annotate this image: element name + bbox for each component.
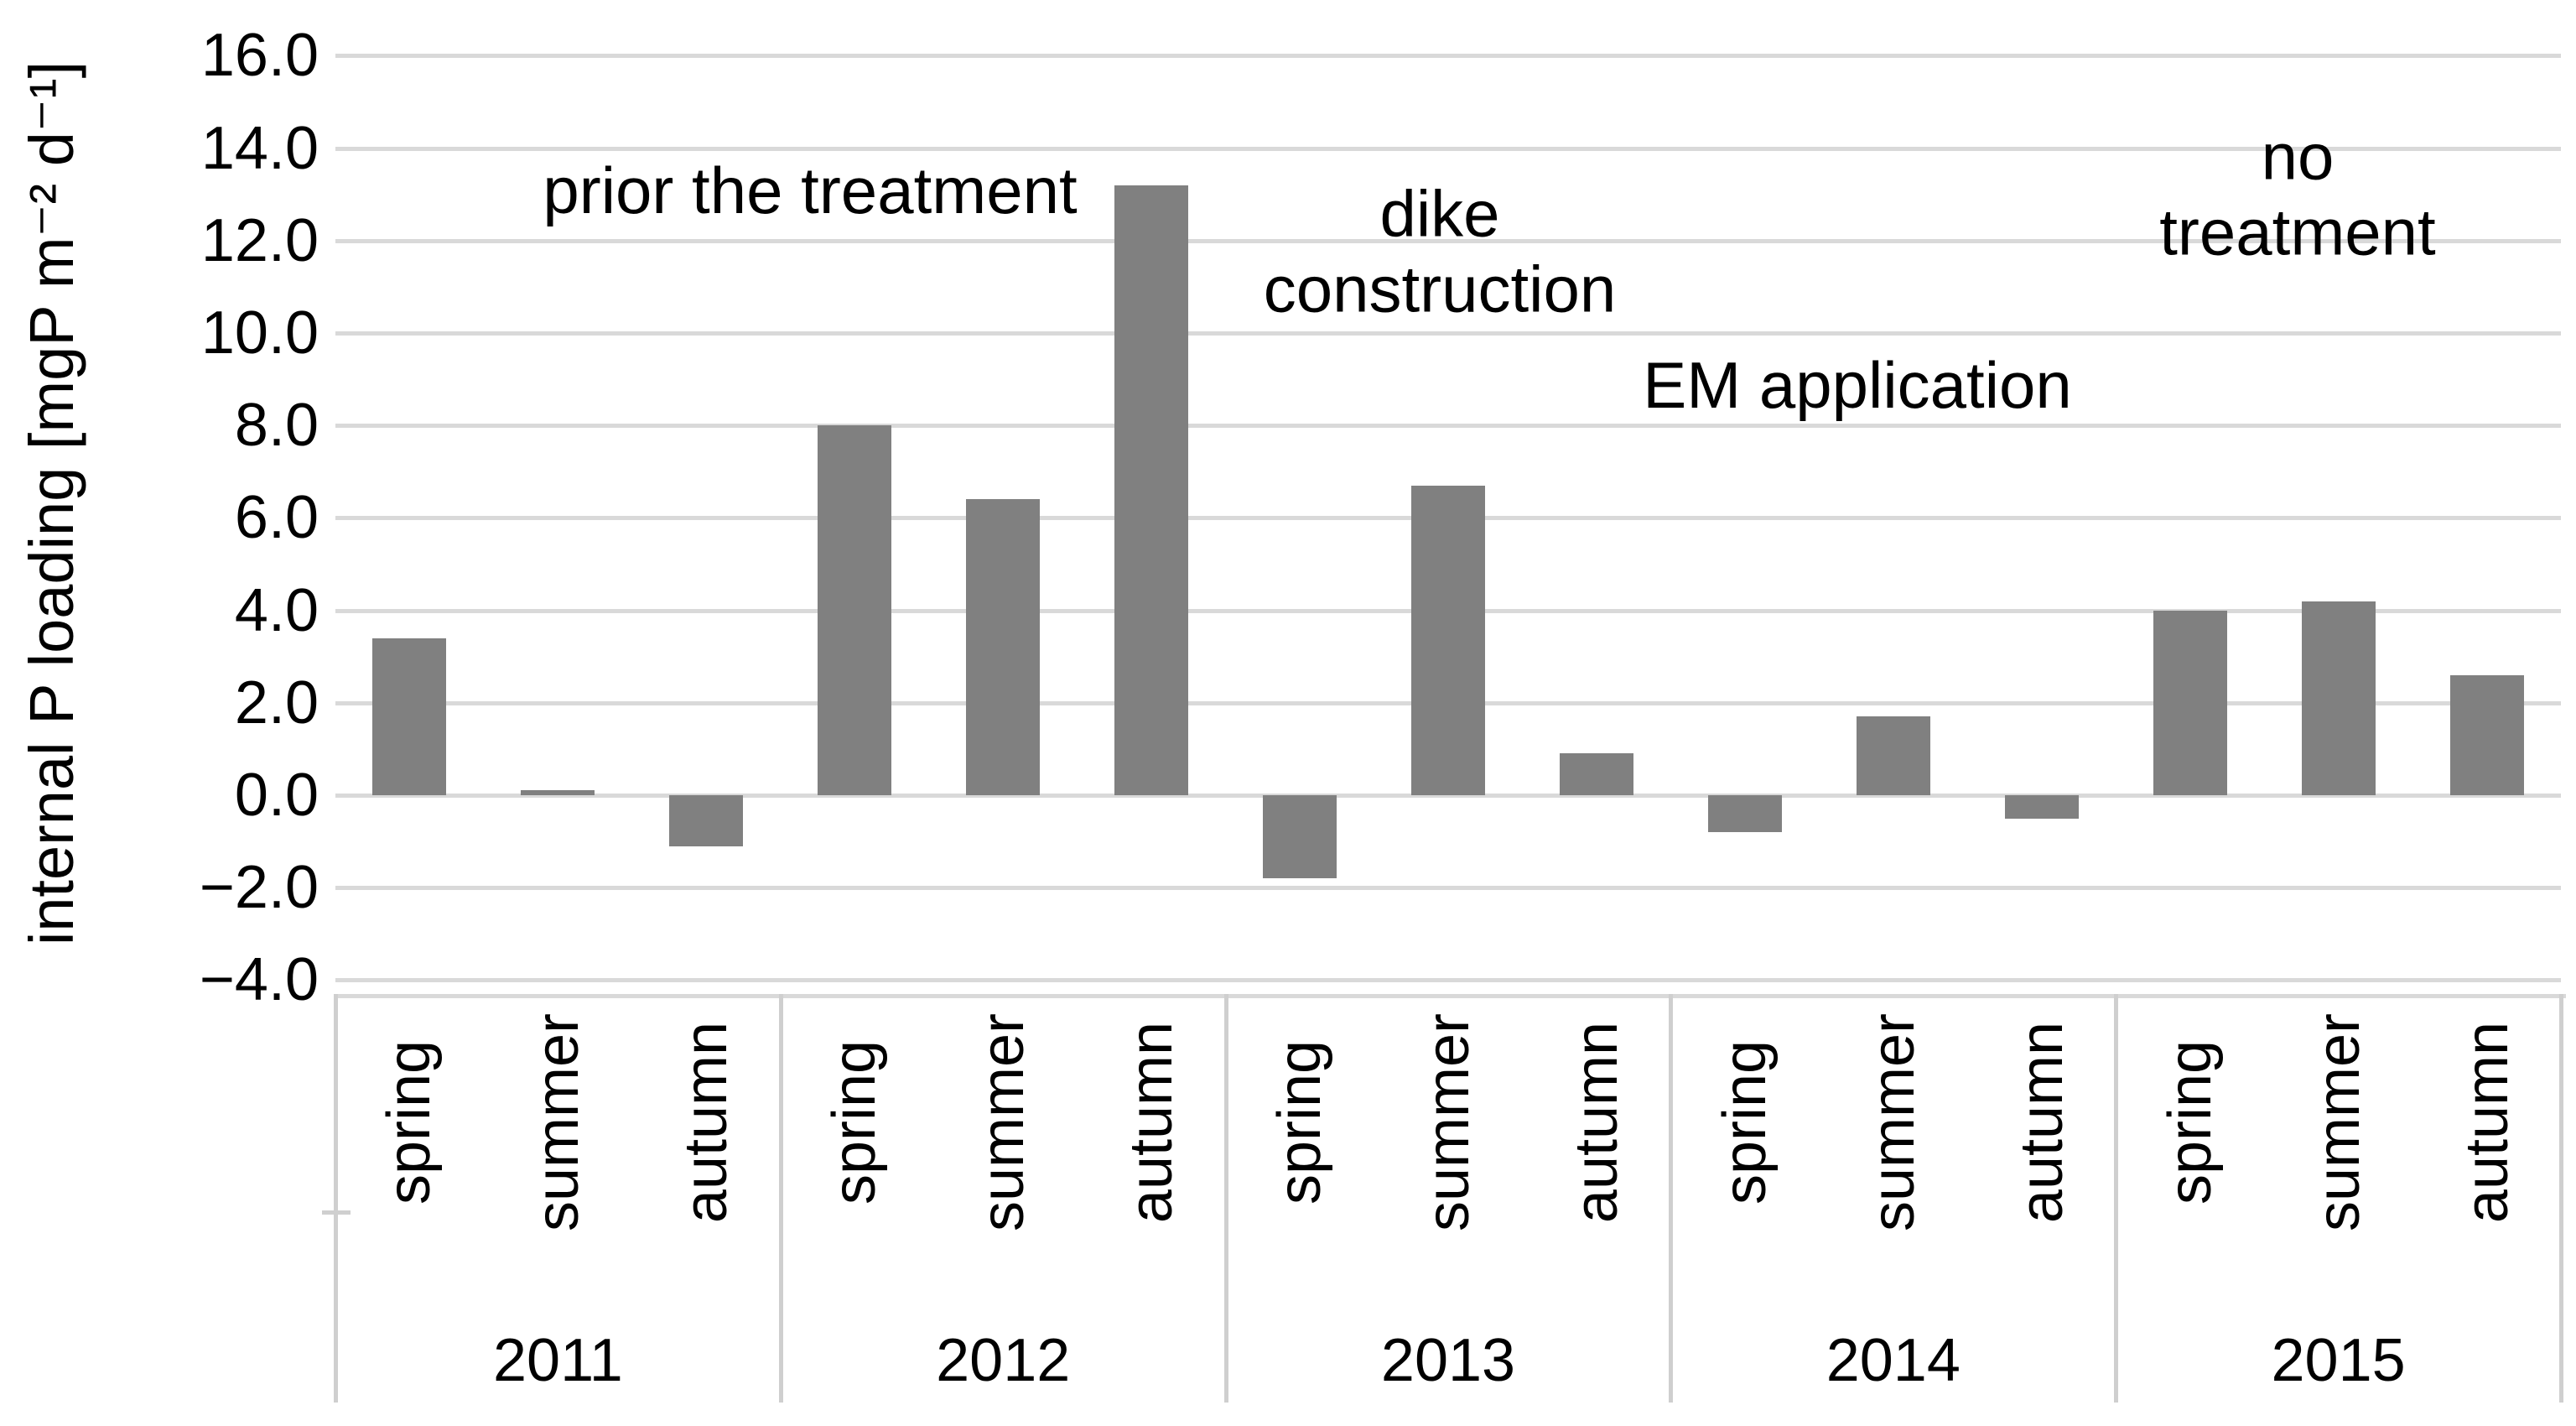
season-label: spring (1266, 1039, 1334, 1205)
season-label: summer (969, 1012, 1037, 1232)
bar-2012-summer (966, 499, 1041, 795)
gridline (335, 146, 2561, 151)
gridline (335, 331, 2561, 336)
season-label: spring (376, 1039, 444, 1205)
year-label: 2014 (1826, 1327, 1961, 1394)
bar-2012-autumn (1114, 185, 1189, 795)
season-label: summer (524, 1012, 592, 1232)
year-group-divider (1223, 994, 1228, 1403)
y-tick-label: 16.0 (200, 22, 319, 90)
bar-2011-autumn (669, 795, 744, 846)
year-label: 2013 (1380, 1327, 1516, 1394)
x-axis-line (335, 994, 2566, 998)
season-label: autumn (2007, 1021, 2075, 1224)
y-tick-label: 8.0 (234, 392, 319, 460)
year-group-divider (334, 994, 338, 1403)
annotation: EM application (1643, 348, 2072, 423)
bar-2014-summer (1856, 716, 1930, 795)
annotation: dike construction (1263, 176, 1617, 325)
annotation: no treatment (2159, 119, 2436, 268)
season-label: autumn (1562, 1021, 1630, 1224)
gridline (335, 424, 2561, 429)
season-label: autumn (2453, 1021, 2521, 1224)
bar-2015-spring (2153, 610, 2227, 795)
bar-2012-spring (818, 425, 892, 795)
year-label: 2011 (492, 1327, 623, 1394)
y-tick-label: 4.0 (234, 576, 319, 644)
season-label: spring (821, 1039, 889, 1205)
season-label: summer (1859, 1012, 1927, 1232)
year-group-divider (1669, 994, 1674, 1403)
gridline (335, 794, 2561, 798)
bar-2013-spring (1263, 795, 1337, 879)
y-tick-label: 10.0 (200, 299, 319, 367)
bar-2015-summer (2301, 601, 2376, 795)
year-label: 2012 (936, 1327, 1071, 1394)
y-tick-label: 6.0 (234, 484, 319, 552)
gridline (335, 978, 2561, 983)
y-tick-label: −4.0 (199, 946, 319, 1014)
season-label: autumn (673, 1021, 740, 1224)
y-tick-label: −2.0 (199, 854, 319, 922)
bar-2011-spring (372, 638, 447, 795)
season-label: summer (1415, 1012, 1482, 1232)
y-tick-label: 14.0 (200, 114, 319, 182)
season-label: autumn (1118, 1021, 1186, 1224)
axis-level-tick (322, 1210, 351, 1215)
gridline (335, 54, 2561, 59)
bar-2013-autumn (1559, 753, 1633, 795)
year-group-divider (2559, 994, 2563, 1403)
year-label: 2015 (2271, 1327, 2406, 1394)
year-group-divider (778, 994, 783, 1403)
bar-2013-summer (1411, 485, 1485, 795)
gridline (335, 886, 2561, 891)
season-label: summer (2304, 1012, 2372, 1232)
y-tick-label: 2.0 (234, 669, 319, 736)
bar-2014-autumn (2004, 795, 2079, 819)
y-tick-label: 12.0 (200, 206, 319, 274)
gridline (335, 238, 2561, 243)
bar-2014-spring (1707, 795, 1782, 833)
bar-2015-autumn (2449, 674, 2524, 795)
bar-2011-summer (521, 790, 595, 795)
year-group-divider (2114, 994, 2119, 1403)
season-label: spring (2156, 1039, 2224, 1205)
season-label: spring (1711, 1039, 1779, 1205)
y-tick-label: 0.0 (234, 762, 319, 829)
annotation: prior the treatment (543, 154, 1078, 228)
